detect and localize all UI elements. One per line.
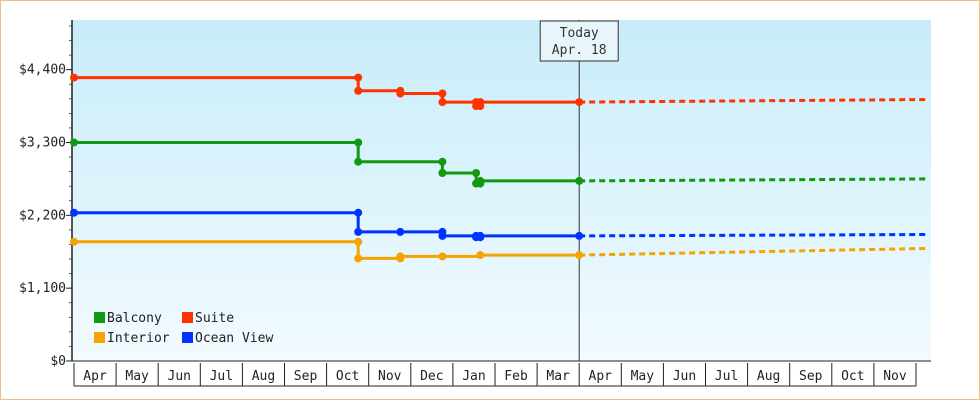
x-month-label: May: [125, 369, 149, 384]
data-point: [354, 208, 363, 217]
data-point: [438, 98, 447, 107]
x-month-label: Sep: [799, 369, 823, 384]
data-point: [476, 176, 485, 185]
x-month-label: Sep: [294, 369, 318, 384]
legend-item: Interior: [94, 331, 170, 346]
legend-item: Suite: [182, 311, 234, 326]
data-point: [396, 227, 405, 236]
data-point: [70, 208, 78, 217]
x-month-label: Dec: [420, 369, 443, 384]
data-point: [396, 252, 405, 261]
y-tick-label: $1,100: [19, 281, 66, 296]
plot-area: [72, 20, 931, 361]
data-point: [476, 251, 485, 260]
data-point: [70, 237, 78, 246]
data-point: [438, 89, 447, 98]
data-point: [70, 73, 78, 82]
data-point: [70, 138, 78, 147]
series-forecast-line: [579, 98, 929, 104]
series-interior: [70, 237, 929, 263]
legend-label: Ocean View: [195, 331, 273, 346]
data-point: [575, 251, 584, 260]
x-month-label: Jun: [168, 369, 191, 384]
x-month-label: Apr: [83, 369, 107, 384]
series-suite: [70, 73, 929, 111]
y-tick-label: $3,300: [19, 135, 66, 150]
x-month-label: Jul: [210, 369, 233, 384]
x-month-label: Nov: [378, 369, 402, 384]
data-point: [354, 157, 363, 166]
y-tick-label: $0: [50, 354, 66, 369]
series-ocean-view: [70, 208, 929, 242]
data-point: [354, 138, 363, 147]
data-point: [354, 254, 363, 263]
data-point: [472, 169, 481, 177]
y-tick-label: $4,400: [19, 63, 66, 78]
y-tick-label: $2,200: [19, 208, 66, 223]
series-balcony: [70, 138, 929, 188]
data-point: [354, 73, 363, 82]
legend-swatch: [182, 312, 193, 323]
data-point: [354, 237, 363, 246]
data-point: [438, 252, 447, 261]
x-month-label: Oct: [841, 369, 864, 384]
legend: Balcony Suite Interior Ocean View: [94, 311, 273, 346]
y-axis: $0 $1,100 $2,200 $3,300 $4,400: [19, 20, 73, 369]
legend-swatch: [94, 312, 105, 323]
data-point: [575, 98, 584, 107]
legend-label: Balcony: [107, 311, 162, 326]
series-forecast-line: [579, 233, 929, 238]
data-point: [438, 231, 447, 240]
series-forecast-line: [579, 246, 929, 257]
x-month-label: Oct: [336, 369, 359, 384]
today-title: Today: [560, 26, 599, 41]
x-axis: Apr May Jun Jul Aug Sep Oct Nov Dec Jan Feb Mar Apr M…: [72, 360, 931, 387]
legend-label: Interior: [107, 331, 170, 346]
x-month-label: Jul: [715, 369, 738, 384]
data-point: [476, 231, 485, 240]
legend-swatch: [94, 332, 105, 343]
data-point: [396, 89, 405, 98]
data-point: [575, 231, 584, 240]
series-layer: [70, 73, 929, 263]
data-point: [438, 157, 447, 166]
x-month-label: Feb: [504, 369, 528, 384]
legend-item: Ocean View: [182, 331, 273, 346]
today-marker: Today Apr. 18: [539, 20, 619, 361]
today-date: Apr. 18: [552, 43, 607, 58]
data-point: [354, 86, 363, 95]
legend-item: Balcony: [94, 311, 162, 326]
data-point: [354, 227, 363, 236]
data-point: [476, 98, 485, 107]
legend-swatch: [182, 332, 193, 343]
series-forecast-line: [579, 177, 929, 183]
x-month-label: Jan: [462, 369, 485, 384]
x-month-label: Aug: [757, 369, 780, 384]
x-month-label: Aug: [252, 369, 275, 384]
legend-label: Suite: [195, 311, 234, 326]
x-month-label: Apr: [589, 369, 613, 384]
x-month-label: Jun: [673, 369, 696, 384]
data-point: [575, 176, 584, 185]
x-month-label: May: [631, 369, 655, 384]
today-callout-box: [539, 20, 619, 62]
x-month-label: Nov: [883, 369, 907, 384]
x-month-label: Mar: [546, 369, 570, 384]
data-point: [438, 169, 447, 177]
